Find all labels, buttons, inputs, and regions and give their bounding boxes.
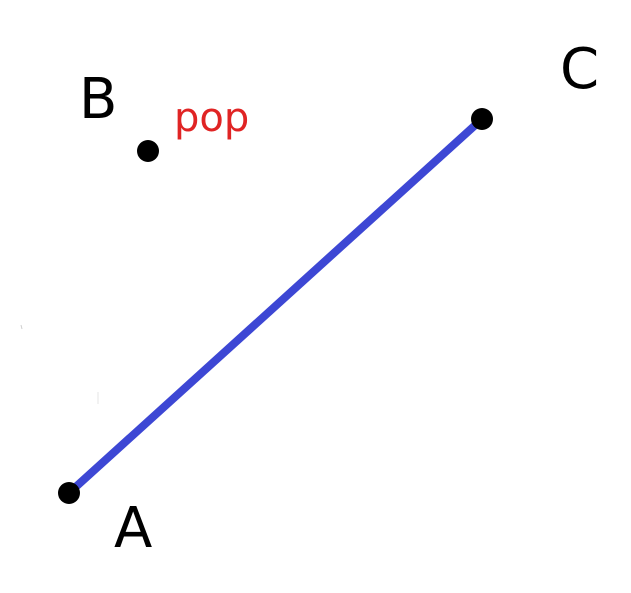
label-c: C: [560, 37, 599, 102]
stray-mark: [20, 324, 23, 330]
point-a: [58, 482, 80, 504]
label-b: B: [79, 67, 117, 132]
segment-ac: [65, 115, 486, 497]
label-a: A: [114, 496, 152, 561]
annotation-pop: pop: [174, 95, 249, 141]
point-c: [471, 108, 493, 130]
point-b: [137, 140, 159, 162]
